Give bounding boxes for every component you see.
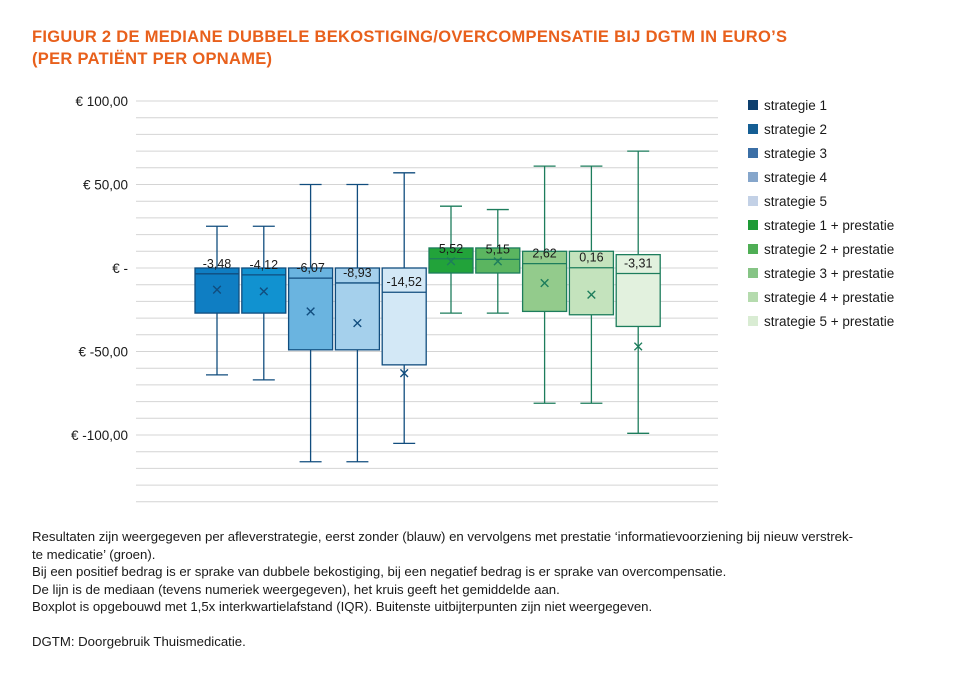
chart-title-line-1: FIGUUR 2 DE MEDIANE DUBBELE BEKOSTIGING/… [32, 28, 788, 46]
legend-swatch [748, 244, 758, 254]
legend-label: strategie 2 [764, 122, 827, 137]
legend-swatch [748, 268, 758, 278]
legend-item-4: strategie 4 [748, 170, 828, 185]
boxplot-2: -4,12 [241, 225, 287, 381]
chart-notes: Resultaten zijn weergegeven per aflevers… [32, 528, 947, 651]
legend-swatch [748, 196, 758, 206]
y-tick-label: € -50,00 [78, 345, 128, 360]
y-axis-tick-labels: € 100,00 € 50,00 € - € -50,00 € -100,00 [71, 94, 128, 443]
median-label: 5,15 [486, 242, 510, 256]
note-line: Resultaten zijn weergegeven per aflevers… [32, 529, 853, 544]
legend-label: strategie 5 + prestatie [764, 314, 894, 329]
box [381, 267, 427, 366]
legend: strategie 1 strategie 2 strategie 3 strateg… [748, 98, 894, 329]
footer-note: DGTM: Doorgebruik Thuismedicatie. [32, 633, 246, 649]
box [568, 250, 615, 316]
mean-marker [633, 342, 643, 351]
boxplot-3: -6,07 [287, 183, 334, 463]
legend-label: strategie 4 + prestatie [764, 290, 894, 305]
legend-label: strategie 2 + prestatie [764, 242, 894, 257]
boxplot-chart: € 100,00 € 50,00 € - € -50,00 € -100,00 -3,4… [71, 94, 894, 503]
legend-label: strategie 1 + prestatie [764, 218, 894, 233]
note-line: De lijn is de mediaan (tevens numeriek w… [32, 581, 560, 597]
legend-item-9: strategie 4 + prestatie [748, 290, 894, 305]
legend-label: strategie 4 [764, 170, 828, 185]
box [615, 253, 661, 328]
mean-marker [493, 257, 503, 266]
mean-marker [540, 278, 549, 288]
boxplot-7: 5,15 [475, 208, 521, 314]
legend-label: strategie 5 [764, 194, 827, 209]
mean-marker [259, 287, 269, 296]
box [287, 267, 334, 351]
mean-marker [399, 368, 409, 378]
legend-label: strategie 3 + prestatie [764, 266, 894, 281]
boxplots: -3,48 -4,12 -6,07 -8,93 -14,52 5,52 5,15 2,62 0,… [194, 150, 661, 463]
median-label: 0,16 [579, 251, 603, 265]
legend-item-2: strategie 2 [748, 122, 827, 137]
legend-swatch [748, 124, 758, 134]
median-label: -8,93 [343, 266, 372, 280]
mean-marker [446, 257, 456, 266]
box [521, 250, 568, 313]
legend-label: strategie 3 [764, 146, 827, 161]
boxplot-9: 0,16 [568, 165, 615, 404]
legend-item-7: strategie 2 + prestatie [748, 242, 894, 257]
y-tick-label: € 100,00 [75, 94, 128, 109]
boxplot-4: -8,93 [334, 183, 381, 463]
chart-title: FIGUUR 2 DE MEDIANE DUBBELE BEKOSTIGING/… [32, 26, 932, 70]
median-label: -14,52 [386, 275, 421, 289]
mean-marker [212, 285, 222, 295]
median-label: -3,48 [203, 257, 232, 271]
mean-marker [306, 307, 315, 316]
legend-swatch [748, 316, 758, 326]
legend-item-6: strategie 1 + prestatie [748, 218, 894, 233]
legend-item-1: strategie 1 [748, 98, 827, 113]
note-line: Boxplot is opgebouwd met 1,5x interkwart… [32, 599, 653, 615]
chart-title-line-2: (PER PATIËNT PER OPNAME) [32, 50, 273, 68]
mean-marker [353, 318, 362, 328]
note-line: te medicatie’ (groen). [32, 546, 156, 562]
boxplot-8: 2,62 [521, 165, 568, 404]
legend-swatch [748, 292, 758, 302]
box [334, 267, 381, 351]
y-tick-label: € - [112, 261, 128, 276]
median-label: 5,52 [439, 242, 463, 256]
boxplot-1: -3,48 [194, 225, 240, 376]
legend-item-5: strategie 5 [748, 194, 827, 209]
mean-marker [587, 290, 596, 300]
legend-item-3: strategie 3 [748, 146, 827, 161]
legend-label: strategie 1 [764, 98, 827, 113]
legend-item-8: strategie 3 + prestatie [748, 266, 894, 281]
boxplot-5: -14,52 [381, 172, 427, 445]
median-label: -6,07 [296, 261, 325, 275]
note-line: Bij een positief bedrag is er sprake van… [32, 564, 727, 580]
median-label: -3,31 [624, 257, 653, 271]
legend-item-10: strategie 5 + prestatie [748, 314, 894, 329]
y-tick-label: € 50,00 [83, 178, 128, 193]
median-label: 2,62 [532, 247, 556, 261]
median-label: -4,12 [250, 258, 279, 272]
legend-swatch [748, 148, 758, 158]
legend-swatch [748, 100, 758, 110]
boxplot-10: -3,31 [615, 150, 661, 434]
legend-swatch [748, 220, 758, 230]
y-tick-label: € -100,00 [71, 428, 128, 443]
boxplot-6: 5,52 [428, 205, 474, 314]
legend-swatch [748, 172, 758, 182]
